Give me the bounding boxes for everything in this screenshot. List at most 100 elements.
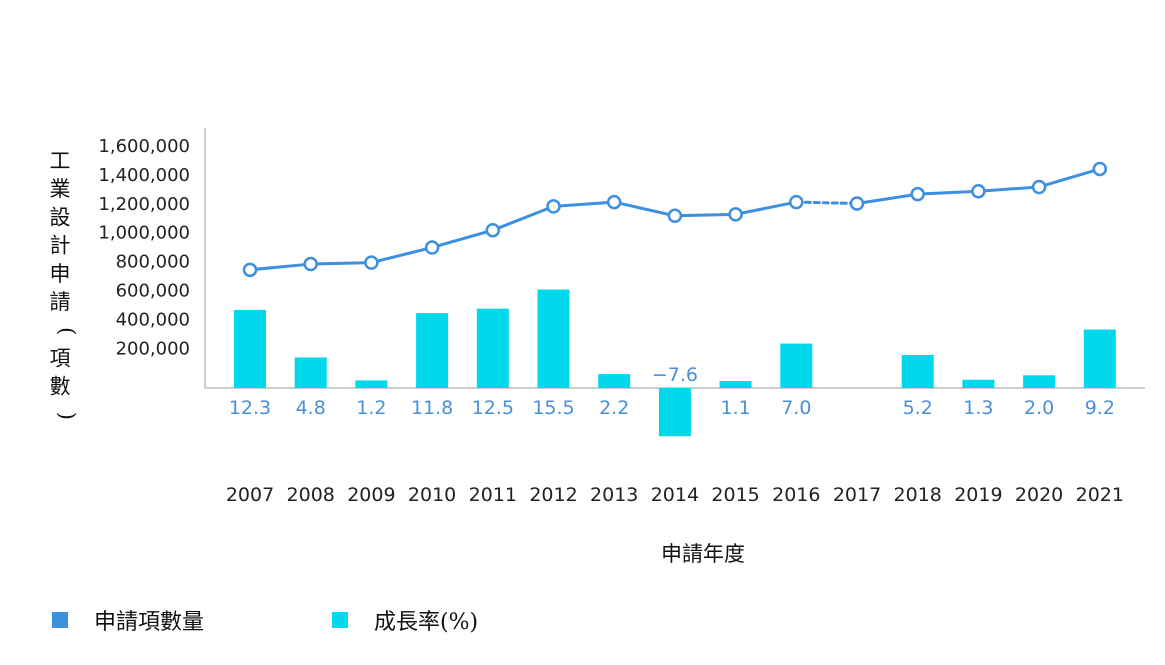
line-point bbox=[1092, 161, 1108, 177]
growth-label: 1.3 bbox=[963, 397, 993, 419]
x-tick-label: 2012 bbox=[529, 484, 577, 506]
y-title-char: 數 bbox=[50, 375, 71, 399]
line-segment bbox=[309, 261, 373, 266]
x-tick-label: 2011 bbox=[469, 484, 517, 506]
growth-bar bbox=[780, 343, 813, 388]
line-point bbox=[606, 194, 622, 210]
line-point bbox=[485, 222, 501, 238]
x-tick-label: 2018 bbox=[894, 484, 942, 506]
line-segment bbox=[430, 228, 495, 249]
growth-bar bbox=[537, 289, 570, 388]
line-point bbox=[789, 194, 804, 210]
line-point bbox=[971, 184, 986, 199]
y-title-char: ( bbox=[55, 327, 79, 335]
line-segment bbox=[491, 204, 555, 232]
y-tick-labels: 1,600,000 1,400,000 1,200,000 1,000,000 800,… bbox=[98, 136, 190, 359]
growth-bar bbox=[476, 308, 509, 388]
legend-item-applications: 申請項數量 bbox=[52, 604, 204, 636]
line-point bbox=[849, 196, 865, 211]
legend-item-growth: 成長率(%) bbox=[332, 604, 478, 636]
x-tick-label: 2020 bbox=[1015, 484, 1063, 506]
line-segment bbox=[855, 192, 920, 206]
growth-label: 7.0 bbox=[781, 397, 811, 419]
x-tick-label: 2019 bbox=[954, 484, 1002, 506]
y-title-char: 設 bbox=[50, 205, 71, 229]
line-segment bbox=[612, 200, 677, 218]
growth-label: 9.2 bbox=[1085, 397, 1115, 419]
line-point bbox=[667, 208, 683, 224]
growth-labels: 12.3 4.8 1.2 11.8 12.5 15.5 2.2 −7.6 1.1 7.0 5.2 1.… bbox=[229, 364, 1115, 419]
line-segment bbox=[976, 185, 1041, 193]
y-tick-label: 200,000 bbox=[116, 338, 190, 359]
y-tick-label: 1,000,000 bbox=[98, 223, 190, 244]
x-tick-label: 2021 bbox=[1076, 484, 1124, 506]
x-tick-label: 2008 bbox=[287, 484, 335, 506]
x-axis-title: 申請年度 bbox=[661, 542, 745, 566]
growth-label: −7.6 bbox=[652, 364, 698, 386]
line-point bbox=[728, 207, 743, 222]
line-segment bbox=[794, 200, 859, 206]
legend-label-applications: 申請項數量 bbox=[94, 610, 205, 635]
y-tick-label: 600,000 bbox=[116, 281, 190, 302]
line-segment bbox=[916, 189, 980, 196]
y-tick-label: 1,600,000 bbox=[98, 136, 190, 157]
y-title-char: ) bbox=[55, 412, 79, 420]
growth-label: 12.5 bbox=[472, 397, 514, 419]
growth-label: 1.2 bbox=[356, 397, 386, 419]
line-segment bbox=[552, 200, 616, 208]
line-point bbox=[1031, 179, 1047, 195]
y-title-char: 工 bbox=[50, 149, 71, 173]
y-title-char: 項 bbox=[50, 346, 71, 370]
x-tick-label: 2013 bbox=[590, 484, 638, 506]
y-title-char: 業 bbox=[50, 177, 71, 201]
y-title-char: 申 bbox=[50, 262, 71, 286]
growth-bar bbox=[416, 313, 449, 388]
growth-label: 15.5 bbox=[532, 397, 574, 419]
growth-bar bbox=[901, 354, 934, 388]
line-point bbox=[546, 199, 561, 214]
growth-bar bbox=[658, 388, 691, 437]
growth-label: 4.8 bbox=[296, 397, 326, 419]
growth-bar bbox=[598, 374, 631, 388]
growth-bar bbox=[355, 380, 388, 388]
x-tick-label: 2009 bbox=[347, 484, 395, 506]
y-tick-label: 800,000 bbox=[116, 252, 190, 273]
line-segment bbox=[673, 212, 738, 218]
line-segment bbox=[369, 245, 434, 265]
growth-bars bbox=[234, 289, 1116, 437]
growth-bar bbox=[234, 309, 266, 388]
x-tick-label: 2007 bbox=[226, 484, 274, 506]
x-tick-label: 2010 bbox=[408, 484, 456, 506]
y-tick-label: 400,000 bbox=[116, 309, 190, 330]
growth-label: 1.1 bbox=[720, 397, 750, 419]
y-title-char: 請 bbox=[50, 290, 71, 314]
line-point bbox=[364, 255, 379, 270]
x-tick-label: 2014 bbox=[651, 484, 699, 506]
line-segment bbox=[1037, 167, 1102, 189]
line-point bbox=[303, 256, 318, 272]
x-tick-labels: 2007 2008 2009 2010 2011 2012 2013 2014 2015 2016… bbox=[226, 484, 1124, 506]
growth-bar bbox=[719, 381, 752, 388]
y-tick-label: 1,200,000 bbox=[98, 194, 190, 215]
growth-label: 5.2 bbox=[903, 397, 933, 419]
legend-label-growth: 成長率(%) bbox=[374, 610, 479, 635]
growth-bar bbox=[1083, 329, 1116, 388]
x-tick-label: 2017 bbox=[833, 484, 881, 506]
growth-bar bbox=[962, 379, 995, 388]
legend-swatch-applications bbox=[52, 612, 68, 628]
line-point bbox=[424, 240, 440, 255]
growth-label: 11.8 bbox=[411, 397, 453, 419]
legend-swatch-growth bbox=[332, 612, 348, 628]
applications-line bbox=[242, 161, 1108, 278]
line-segment bbox=[734, 200, 798, 216]
growth-label: 12.3 bbox=[229, 397, 271, 419]
growth-bar bbox=[1023, 375, 1056, 388]
growth-bar bbox=[294, 357, 327, 388]
line-segment bbox=[248, 262, 313, 272]
y-tick-label: 1,400,000 bbox=[98, 165, 190, 186]
x-tick-label: 2016 bbox=[772, 484, 820, 506]
x-tick-label: 2015 bbox=[711, 484, 759, 506]
growth-label: 2.2 bbox=[599, 397, 629, 419]
